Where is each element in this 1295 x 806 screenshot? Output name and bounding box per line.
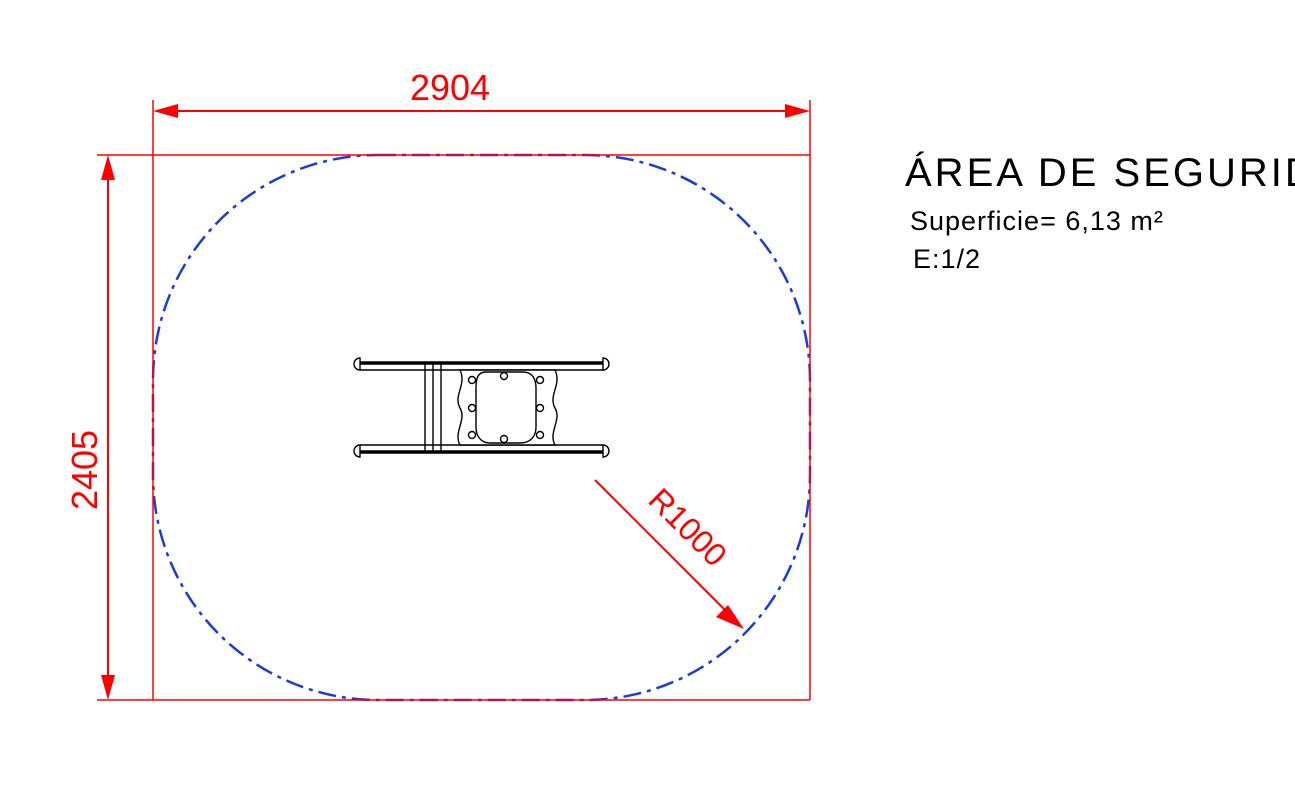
technical-drawing: 2904 2405 R1000	[0, 0, 1295, 806]
dimension-width-value: 2904	[410, 67, 490, 108]
dimension-radius: R1000	[595, 480, 744, 629]
dimension-height-value: 2405	[64, 430, 105, 510]
dimension-radius-value: R1000	[642, 481, 734, 573]
center-plate	[458, 370, 557, 445]
equipment-top-view	[354, 358, 609, 457]
dimension-height: 2405	[64, 155, 153, 700]
drawing-title: ÁREA DE SEGURIDAD	[905, 150, 1295, 195]
surface-area-label: Superficie= 6,13 m²	[910, 206, 1164, 236]
scale-label: E:1/2	[913, 244, 981, 274]
dimension-width: 2904	[153, 67, 810, 155]
